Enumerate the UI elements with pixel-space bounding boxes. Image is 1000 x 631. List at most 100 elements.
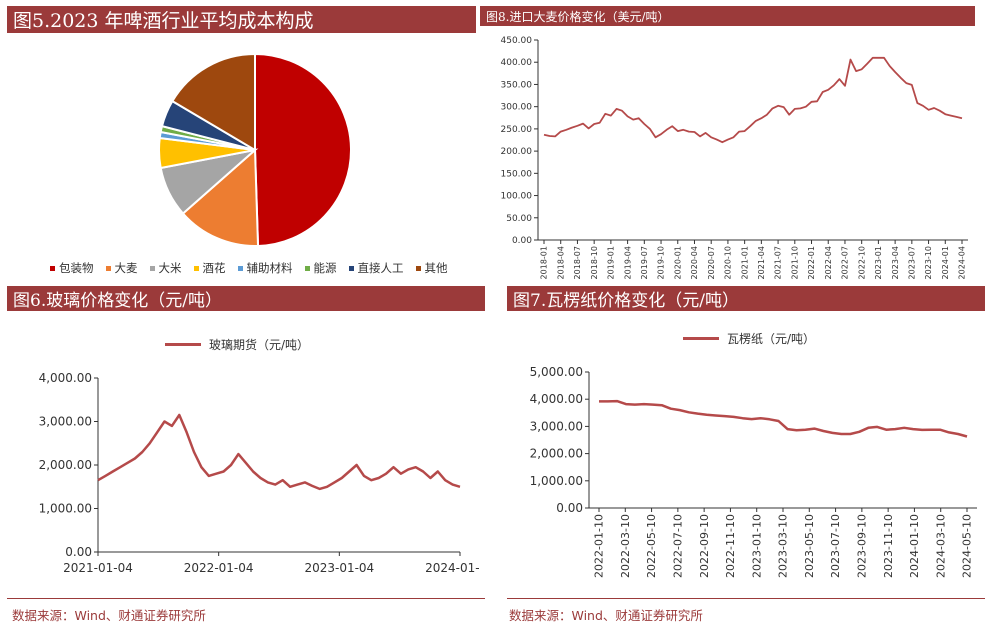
x-tick-label: 2022-01-10 bbox=[593, 514, 606, 578]
y-tick-label: 5,000.00 bbox=[530, 365, 583, 379]
y-tick-label: 350.00 bbox=[501, 80, 533, 90]
x-tick-label: 2019-07 bbox=[640, 246, 649, 279]
x-tick-label: 2022-03-10 bbox=[619, 514, 632, 578]
x-tick-label: 2018-01 bbox=[540, 246, 549, 279]
y-tick-label: 150.00 bbox=[501, 169, 533, 179]
x-tick-label: 2022-01 bbox=[807, 246, 816, 279]
series-line bbox=[543, 56, 963, 144]
legend-dot-icon bbox=[149, 266, 155, 271]
y-tick-label: 100.00 bbox=[501, 192, 533, 202]
pie-legend-item: 大米 bbox=[149, 260, 182, 276]
x-tick-label: 2023-11-10 bbox=[882, 514, 895, 578]
legend-dot-icon bbox=[237, 266, 243, 271]
series-line bbox=[599, 399, 968, 438]
x-tick-label: 2019-04 bbox=[623, 246, 632, 279]
glass-legend: 玻璃期货（元/吨） bbox=[165, 336, 309, 353]
legend-dot-icon bbox=[415, 266, 421, 271]
pie-legend-label: 包装物 bbox=[59, 261, 94, 275]
glass-legend-label: 玻璃期货（元/吨） bbox=[209, 338, 310, 352]
legend-dot-icon bbox=[50, 266, 55, 271]
x-tick-label: 2022-09-10 bbox=[698, 514, 711, 578]
y-tick-label: 400.00 bbox=[501, 58, 533, 68]
x-tick-label: 2020-04 bbox=[690, 246, 699, 279]
x-tick-label: 2023-10 bbox=[924, 246, 933, 279]
x-tick-label: 2022-07 bbox=[841, 246, 850, 279]
pie-legend-item: 包装物 bbox=[50, 260, 94, 276]
legend-dot-icon bbox=[105, 266, 111, 271]
paper-source-rule bbox=[507, 598, 985, 599]
x-tick-label: 2024-03-10 bbox=[934, 514, 947, 578]
paper-chart: 0.00 1,000.00 2,000.00 3,000.00 4,000.00 5,00… bbox=[530, 365, 977, 578]
y-tick-label: 3,000.00 bbox=[530, 419, 583, 433]
pie-legend-label: 直接人工 bbox=[357, 261, 404, 275]
x-tick-label: 2022-10 bbox=[857, 246, 866, 279]
glass-source-text: 数据来源：Wind、财通证券研究所 bbox=[12, 608, 206, 623]
pie-legend-label: 酒花 bbox=[202, 261, 226, 275]
y-tick-label: 2,000.00 bbox=[530, 447, 583, 461]
x-tick-label: 2024-01-04 bbox=[425, 561, 480, 575]
pie-chart-title: 图5.2023 年啤酒行业平均成本构成 bbox=[7, 6, 476, 33]
x-tick-label: 2020-10 bbox=[724, 246, 733, 279]
pie-chart bbox=[158, 52, 352, 247]
x-tick-label: 2024-01 bbox=[941, 246, 950, 279]
pie-legend: 包装物 大麦 大米 酒花 辅助材料 能源 直接人工 其他 bbox=[50, 260, 448, 276]
pie-legend-label: 辅助材料 bbox=[246, 261, 293, 275]
x-tick-label: 2021-04 bbox=[757, 246, 766, 279]
x-tick-label: 2021-10 bbox=[790, 246, 799, 279]
y-tick-label: 300.00 bbox=[501, 103, 533, 113]
y-tick-label: 4,000.00 bbox=[39, 371, 92, 385]
paper-source-text: 数据来源：Wind、财通证券研究所 bbox=[509, 608, 703, 623]
pie-slice bbox=[254, 52, 352, 247]
pie-legend-label: 大米 bbox=[158, 261, 182, 275]
pie-legend-item: 酒花 bbox=[193, 260, 226, 276]
x-tick-label: 2024-04 bbox=[958, 246, 967, 279]
x-tick-label: 2022-01-04 bbox=[184, 561, 254, 575]
glass-legend-swatch bbox=[165, 343, 201, 346]
y-tick-label: 200.00 bbox=[501, 147, 533, 157]
x-tick-label: 2023-05-10 bbox=[803, 514, 816, 578]
glass-source-rule bbox=[7, 598, 485, 599]
x-tick-label: 2023-01-10 bbox=[750, 514, 763, 578]
y-tick-label: 50.00 bbox=[506, 214, 532, 224]
x-tick-label: 2021-01-04 bbox=[63, 561, 133, 575]
x-tick-label: 2024-05-10 bbox=[961, 514, 974, 578]
x-tick-label: 2021-01 bbox=[740, 246, 749, 279]
y-tick-label: 3,000.00 bbox=[39, 415, 92, 429]
pie-legend-item: 能源 bbox=[304, 260, 337, 276]
x-tick-label: 2020-07 bbox=[707, 246, 716, 279]
x-tick-label: 2023-01 bbox=[874, 246, 883, 279]
legend-dot-icon bbox=[304, 266, 310, 271]
y-tick-label: 450.00 bbox=[501, 36, 533, 46]
paper-legend-swatch bbox=[683, 337, 719, 340]
barley-chart: 0.00 50.00 100.00 150.00 200.00 250.00 300.00 3… bbox=[501, 36, 968, 279]
barley-chart-title: 图8.进口大麦价格变化（美元/吨） bbox=[480, 6, 975, 26]
glass-chart-title: 图6.玻璃价格变化（元/吨） bbox=[7, 286, 485, 311]
pie-legend-label: 能源 bbox=[313, 261, 337, 275]
paper-chart-title: 图7.瓦楞纸价格变化（元/吨） bbox=[507, 286, 985, 311]
x-tick-label: 2020-01 bbox=[673, 246, 682, 279]
y-tick-label: 0.00 bbox=[556, 501, 583, 515]
legend-dot-icon bbox=[348, 266, 354, 271]
x-tick-label: 2022-04 bbox=[824, 246, 833, 279]
x-tick-label: 2022-07-10 bbox=[672, 514, 685, 578]
x-tick-label: 2023-01-04 bbox=[304, 561, 374, 575]
x-tick-label: 2023-07 bbox=[908, 246, 917, 279]
pie-slice bbox=[181, 147, 260, 247]
x-tick-label: 2023-03-10 bbox=[777, 514, 790, 578]
series-line bbox=[97, 413, 461, 491]
pie-legend-item: 直接人工 bbox=[348, 260, 404, 276]
pie-legend-label: 其他 bbox=[424, 261, 448, 275]
x-tick-label: 2019-01 bbox=[607, 246, 616, 279]
x-tick-label: 2024-01-10 bbox=[908, 514, 921, 578]
x-tick-label: 2018-04 bbox=[556, 246, 565, 279]
y-tick-label: 4,000.00 bbox=[530, 392, 583, 406]
x-tick-label: 2023-04 bbox=[891, 246, 900, 279]
y-tick-label: 0.00 bbox=[65, 545, 92, 559]
pie-slice bbox=[170, 52, 256, 152]
pie-legend-label: 大麦 bbox=[114, 261, 138, 275]
y-tick-label: 1,000.00 bbox=[530, 474, 583, 488]
x-tick-label: 2023-09-10 bbox=[856, 514, 869, 578]
y-tick-label: 250.00 bbox=[501, 125, 533, 135]
x-tick-label: 2018-10 bbox=[590, 246, 599, 279]
glass-chart: 0.00 1,000.00 2,000.00 3,000.00 4,000.00 2021… bbox=[39, 371, 480, 575]
